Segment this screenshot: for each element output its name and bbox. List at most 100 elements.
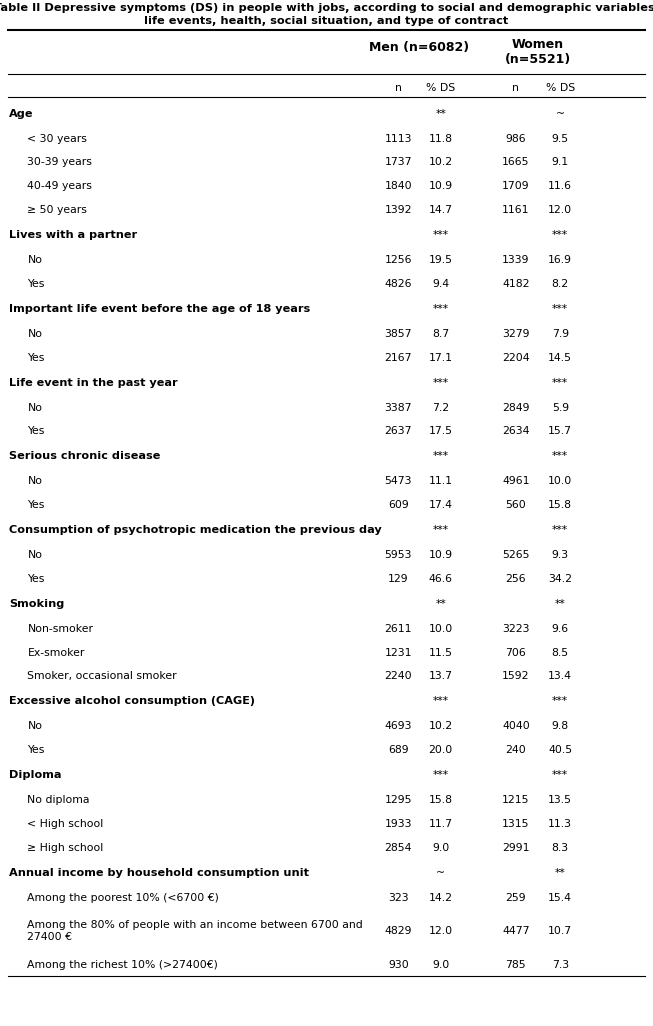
Text: 34.2: 34.2 bbox=[549, 574, 572, 584]
Text: n: n bbox=[513, 83, 519, 93]
Text: 16.9: 16.9 bbox=[549, 255, 572, 265]
Text: 14.2: 14.2 bbox=[429, 893, 453, 903]
Text: No diploma: No diploma bbox=[27, 795, 90, 805]
Text: 11.6: 11.6 bbox=[549, 182, 572, 191]
Text: ~: ~ bbox=[556, 109, 565, 119]
Text: ***: *** bbox=[552, 451, 568, 462]
Text: No: No bbox=[27, 476, 42, 486]
Text: Life event in the past year: Life event in the past year bbox=[9, 378, 178, 388]
Text: Among the poorest 10% (<6700 €): Among the poorest 10% (<6700 €) bbox=[27, 893, 219, 903]
Text: **: ** bbox=[436, 599, 446, 608]
Text: % DS: % DS bbox=[546, 83, 575, 93]
Text: 15.7: 15.7 bbox=[549, 427, 572, 436]
Text: 11.5: 11.5 bbox=[429, 647, 453, 658]
Text: ≥ 50 years: ≥ 50 years bbox=[27, 205, 88, 215]
Text: n: n bbox=[395, 83, 402, 93]
Text: 3387: 3387 bbox=[385, 402, 412, 412]
Text: 706: 706 bbox=[505, 647, 526, 658]
Text: < 30 years: < 30 years bbox=[27, 133, 88, 144]
Text: 3279: 3279 bbox=[502, 328, 530, 339]
Text: ***: *** bbox=[433, 304, 449, 314]
Text: Women
(n=5521): Women (n=5521) bbox=[505, 38, 571, 67]
Text: Yes: Yes bbox=[27, 574, 45, 584]
Text: 14.7: 14.7 bbox=[429, 205, 453, 215]
Text: 4477: 4477 bbox=[502, 926, 530, 936]
Text: Yes: Yes bbox=[27, 745, 45, 755]
Text: No: No bbox=[27, 721, 42, 732]
Text: 13.5: 13.5 bbox=[549, 795, 572, 805]
Text: Yes: Yes bbox=[27, 279, 45, 288]
Text: 9.6: 9.6 bbox=[552, 624, 569, 634]
Text: 689: 689 bbox=[388, 745, 409, 755]
Text: 9.8: 9.8 bbox=[552, 721, 569, 732]
Text: 12.0: 12.0 bbox=[549, 205, 572, 215]
Text: 1840: 1840 bbox=[385, 182, 412, 191]
Text: 986: 986 bbox=[505, 133, 526, 144]
Text: Table II Depressive symptoms (DS) in people with jobs, according to social and d: Table II Depressive symptoms (DS) in peo… bbox=[0, 3, 653, 13]
Text: 1665: 1665 bbox=[502, 157, 530, 167]
Text: life events, health, social situation, and type of contract: life events, health, social situation, a… bbox=[144, 16, 509, 27]
Text: Among the richest 10% (>27400€): Among the richest 10% (>27400€) bbox=[27, 959, 218, 970]
Text: Among the 80% of people with an income between 6700 and
27400 €: Among the 80% of people with an income b… bbox=[27, 920, 363, 943]
Text: Yes: Yes bbox=[27, 353, 45, 362]
Text: 4182: 4182 bbox=[502, 279, 530, 288]
Text: No: No bbox=[27, 550, 42, 560]
Text: 1231: 1231 bbox=[385, 647, 412, 658]
Text: 30-39 years: 30-39 years bbox=[27, 157, 92, 167]
Text: 46.6: 46.6 bbox=[429, 574, 453, 584]
Text: 11.3: 11.3 bbox=[549, 819, 572, 829]
Text: ***: *** bbox=[552, 771, 568, 780]
Text: Age: Age bbox=[9, 109, 34, 119]
Text: 609: 609 bbox=[388, 500, 409, 510]
Text: 3857: 3857 bbox=[385, 328, 412, 339]
Text: ***: *** bbox=[552, 230, 568, 240]
Text: ***: *** bbox=[552, 378, 568, 388]
Text: 19.5: 19.5 bbox=[429, 255, 453, 265]
Text: 15.8: 15.8 bbox=[429, 795, 453, 805]
Text: 11.8: 11.8 bbox=[429, 133, 453, 144]
Text: 1339: 1339 bbox=[502, 255, 530, 265]
Text: Lives with a partner: Lives with a partner bbox=[9, 230, 137, 240]
Text: 1113: 1113 bbox=[385, 133, 412, 144]
Text: 1295: 1295 bbox=[385, 795, 412, 805]
Text: 40-49 years: 40-49 years bbox=[27, 182, 92, 191]
Text: 10.9: 10.9 bbox=[429, 550, 453, 560]
Text: Annual income by household consumption unit: Annual income by household consumption u… bbox=[9, 868, 309, 878]
Text: **: ** bbox=[555, 599, 565, 608]
Text: < High school: < High school bbox=[27, 819, 104, 829]
Text: 17.1: 17.1 bbox=[429, 353, 453, 362]
Text: 1709: 1709 bbox=[502, 182, 530, 191]
Text: 2849: 2849 bbox=[502, 402, 530, 412]
Text: 5265: 5265 bbox=[502, 550, 530, 560]
Text: 13.4: 13.4 bbox=[549, 671, 572, 681]
Text: 8.2: 8.2 bbox=[552, 279, 569, 288]
Text: 2991: 2991 bbox=[502, 842, 530, 853]
Text: Yes: Yes bbox=[27, 427, 45, 436]
Text: 2240: 2240 bbox=[385, 671, 412, 681]
Text: 10.2: 10.2 bbox=[429, 157, 453, 167]
Text: 9.1: 9.1 bbox=[552, 157, 569, 167]
Text: 7.2: 7.2 bbox=[432, 402, 449, 412]
Text: Non-smoker: Non-smoker bbox=[27, 624, 93, 634]
Text: 4693: 4693 bbox=[385, 721, 412, 732]
Text: 2634: 2634 bbox=[502, 427, 530, 436]
Text: ***: *** bbox=[552, 304, 568, 314]
Text: ***: *** bbox=[552, 525, 568, 536]
Text: 1161: 1161 bbox=[502, 205, 530, 215]
Text: ***: *** bbox=[433, 451, 449, 462]
Text: No: No bbox=[27, 255, 42, 265]
Text: 2204: 2204 bbox=[502, 353, 530, 362]
Text: Consumption of psychotropic medication the previous day: Consumption of psychotropic medication t… bbox=[9, 525, 382, 536]
Text: 930: 930 bbox=[388, 959, 409, 970]
Text: 129: 129 bbox=[388, 574, 409, 584]
Text: 9.3: 9.3 bbox=[552, 550, 569, 560]
Text: 9.0: 9.0 bbox=[432, 842, 449, 853]
Text: 1256: 1256 bbox=[385, 255, 412, 265]
Text: 5473: 5473 bbox=[385, 476, 412, 486]
Text: 14.5: 14.5 bbox=[549, 353, 572, 362]
Text: 17.5: 17.5 bbox=[429, 427, 453, 436]
Text: 2611: 2611 bbox=[385, 624, 412, 634]
Text: 8.3: 8.3 bbox=[552, 842, 569, 853]
Text: Yes: Yes bbox=[27, 500, 45, 510]
Text: ~: ~ bbox=[436, 868, 445, 878]
